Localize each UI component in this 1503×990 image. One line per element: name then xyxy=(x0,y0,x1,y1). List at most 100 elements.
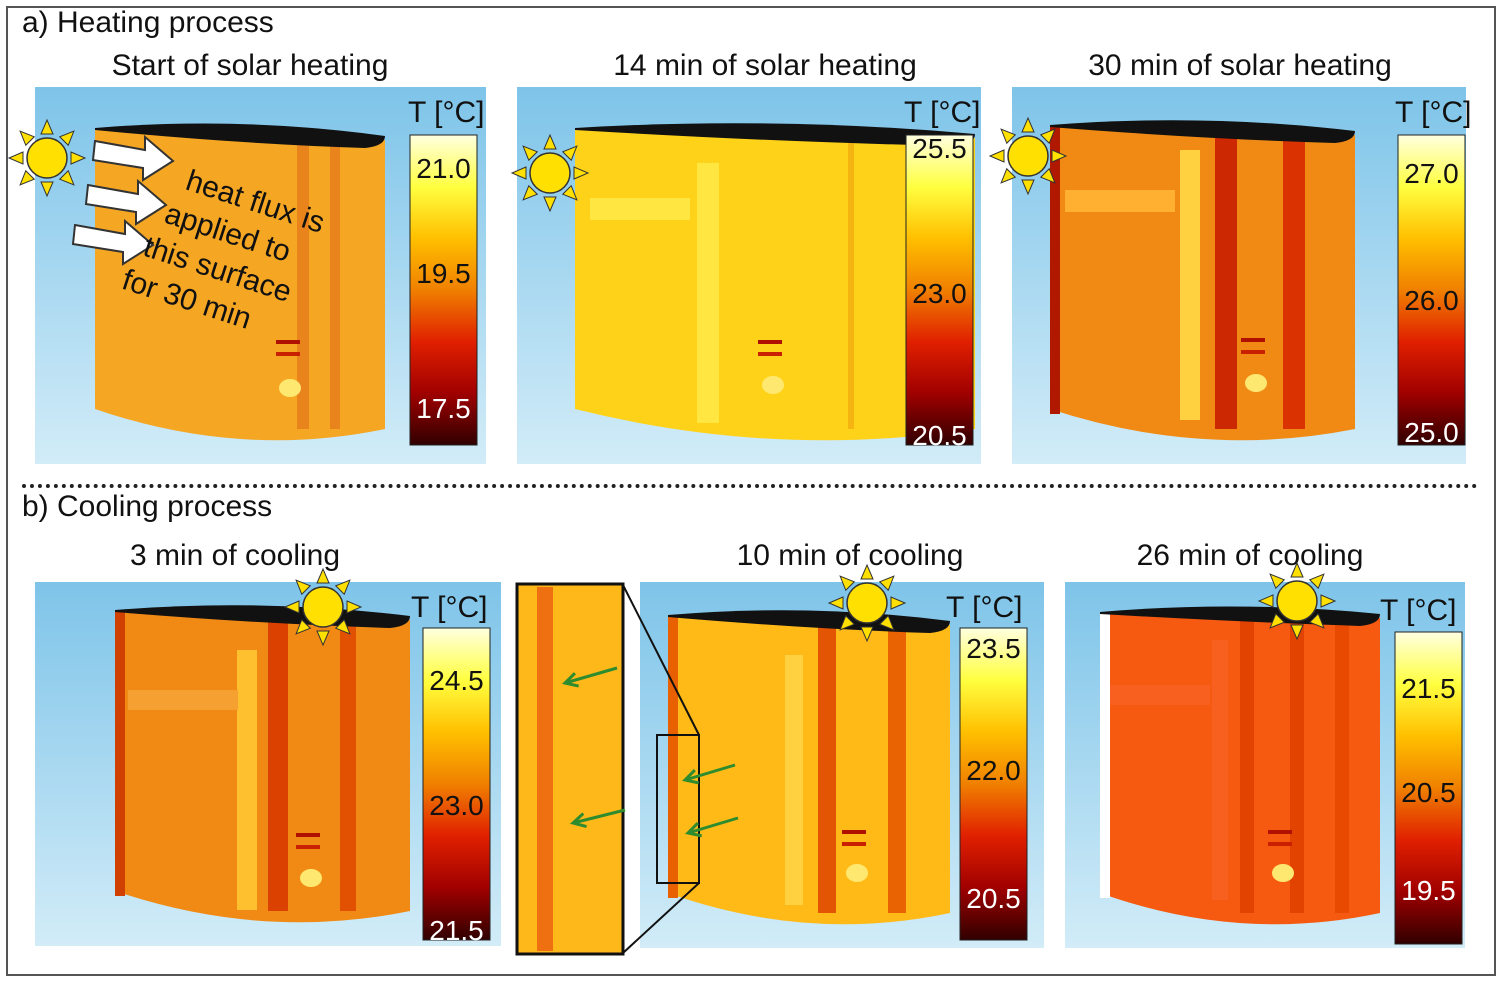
heat-flux-arrow-icon xyxy=(71,218,155,266)
temperature-stripe xyxy=(1283,135,1305,429)
sensor-spot xyxy=(846,864,868,882)
colorbar-title: T [°C] xyxy=(1395,96,1471,129)
thermal-panel-5: T [°C] 23.5 22.0 20.5 xyxy=(640,563,1044,948)
figure-frame xyxy=(6,6,1496,976)
sun-icon xyxy=(7,118,87,198)
zoom-inset-stripe xyxy=(537,587,553,951)
stiffener-vertical xyxy=(1212,640,1228,900)
colorbar-tick-label: 21.5 xyxy=(1401,673,1456,704)
colorbar-tick-label: 20.5 xyxy=(966,883,1021,914)
panel-1-title: Start of solar heating xyxy=(111,49,389,82)
colorbar xyxy=(959,627,1028,941)
colorbar-title: T [°C] xyxy=(1380,594,1456,627)
sensor-spot xyxy=(1272,864,1294,882)
colorbar-tick-label: 22.0 xyxy=(966,755,1021,786)
specimen-surface xyxy=(95,128,385,441)
thermal-panel-3: T [°C] 27.0 26.0 25.0 xyxy=(988,87,1471,464)
colorbar-tick-label: 27.0 xyxy=(1404,158,1459,189)
panel-5-title: 10 min of cooling xyxy=(736,539,964,572)
specimen-top xyxy=(95,123,385,148)
colorbar-tick-label: 23.0 xyxy=(912,278,967,309)
specimen-edge xyxy=(668,615,678,898)
colorbar xyxy=(1397,134,1466,446)
colorbar-tick-label: 26.0 xyxy=(1404,285,1459,316)
zoom-region-box xyxy=(656,734,700,884)
specimen-surface xyxy=(1050,125,1355,441)
stiffener-vertical xyxy=(785,655,803,905)
heat-flux-arrow-icon xyxy=(84,178,168,226)
sensor-mark xyxy=(842,830,866,834)
panel-2-title: 14 min of solar heating xyxy=(613,49,917,82)
colorbar xyxy=(905,134,974,446)
heat-flux-arrow-icon xyxy=(91,134,175,182)
stiffener-vertical xyxy=(237,650,257,910)
colorbar-tick-label: 19.5 xyxy=(416,258,471,289)
stiffener-vertical xyxy=(697,163,719,423)
colorbar-tick-label: 20.5 xyxy=(1401,777,1456,808)
sensor-mark xyxy=(296,833,320,837)
sensor-mark xyxy=(296,845,320,849)
colorbar xyxy=(1394,631,1463,945)
colorbar-tick-label: 25.5 xyxy=(912,133,967,164)
temperature-stripe xyxy=(1240,618,1254,913)
thermal-panel-1: T [°C] 21.0 19.5 17.5 xyxy=(7,87,486,464)
specimen-edge xyxy=(115,610,125,896)
temperature-stripe xyxy=(330,140,340,429)
sensor-mark xyxy=(842,842,866,846)
specimen-edge xyxy=(1050,125,1060,414)
sensor-spot xyxy=(300,869,322,887)
colorbar-tick-label: 21.0 xyxy=(416,153,471,184)
cooling-section-label: b) Cooling process xyxy=(22,490,273,523)
sun-icon xyxy=(510,133,590,213)
colorbar-tick-label: 24.5 xyxy=(429,665,484,696)
specimen-edge xyxy=(1100,612,1110,898)
temperature-stripe xyxy=(1290,618,1304,913)
colorbar-tick-label: 19.5 xyxy=(1401,875,1456,906)
stiffener-horizontal xyxy=(1065,190,1175,212)
colorbar xyxy=(422,627,491,941)
colorbar-tick-label: 23.5 xyxy=(966,633,1021,664)
heating-section-label: a) Heating process xyxy=(22,6,274,39)
colorbar xyxy=(409,134,478,446)
green-arrow-icon xyxy=(685,816,739,838)
zoom-inset xyxy=(515,582,625,956)
temperature-stripe xyxy=(340,620,356,911)
temperature-stripe xyxy=(888,625,906,913)
colorbar-title: T [°C] xyxy=(946,591,1022,624)
sun-icon xyxy=(988,116,1068,196)
green-arrow-icon xyxy=(569,808,626,828)
colorbar-title: T [°C] xyxy=(411,591,487,624)
section-divider xyxy=(22,484,1478,488)
temperature-stripe xyxy=(818,625,836,913)
colorbar-title: T [°C] xyxy=(408,96,484,129)
colorbar-title: T [°C] xyxy=(904,96,980,129)
temperature-stripe xyxy=(1335,618,1349,913)
sun-icon xyxy=(283,567,363,647)
sensor-mark xyxy=(276,352,300,356)
green-arrow-icon xyxy=(561,666,618,688)
zoom-connector-line xyxy=(622,882,700,954)
sensor-mark xyxy=(1241,338,1265,342)
sensor-spot xyxy=(1245,374,1267,392)
thermal-panel-6: T [°C] 21.5 20.5 19.5 xyxy=(1065,561,1465,948)
temperature-stripe xyxy=(297,140,309,429)
specimen-surface xyxy=(668,615,950,925)
specimen-surface xyxy=(115,610,410,923)
colorbar-tick-label: 17.5 xyxy=(416,393,471,424)
sensor-mark xyxy=(758,340,782,344)
sun-icon xyxy=(1257,561,1337,641)
zoom-connector-line xyxy=(622,584,700,736)
stiffener-horizontal xyxy=(1110,685,1210,705)
temperature-stripe xyxy=(268,620,288,911)
temperature-stripe xyxy=(1215,135,1237,429)
stiffener-horizontal xyxy=(590,198,690,220)
sensor-spot xyxy=(762,376,784,394)
sensor-spot xyxy=(279,379,301,397)
specimen-top xyxy=(1050,120,1355,143)
thermal-panel-2: T [°C] 25.5 23.0 20.5 xyxy=(510,87,981,464)
sensor-mark xyxy=(758,352,782,356)
stiffener-vertical xyxy=(1180,150,1200,420)
sensor-mark xyxy=(276,340,300,344)
specimen-top xyxy=(575,123,975,146)
